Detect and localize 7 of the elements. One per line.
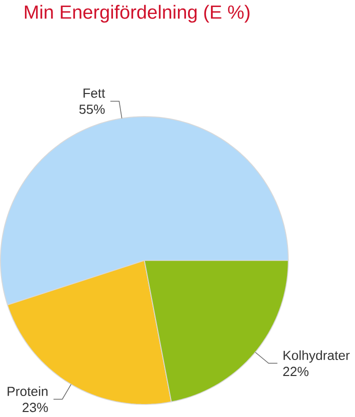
slice-label: Kolhydrater <box>284 350 350 363</box>
data-label: 23% <box>22 402 48 412</box>
chart-title: Min Energifördelning (E %) <box>25 4 250 23</box>
data-label: 22% <box>283 366 309 376</box>
data-label: 55% <box>79 104 105 114</box>
slice-label: Fett <box>84 88 106 98</box>
slice-label: Protein <box>8 386 48 396</box>
